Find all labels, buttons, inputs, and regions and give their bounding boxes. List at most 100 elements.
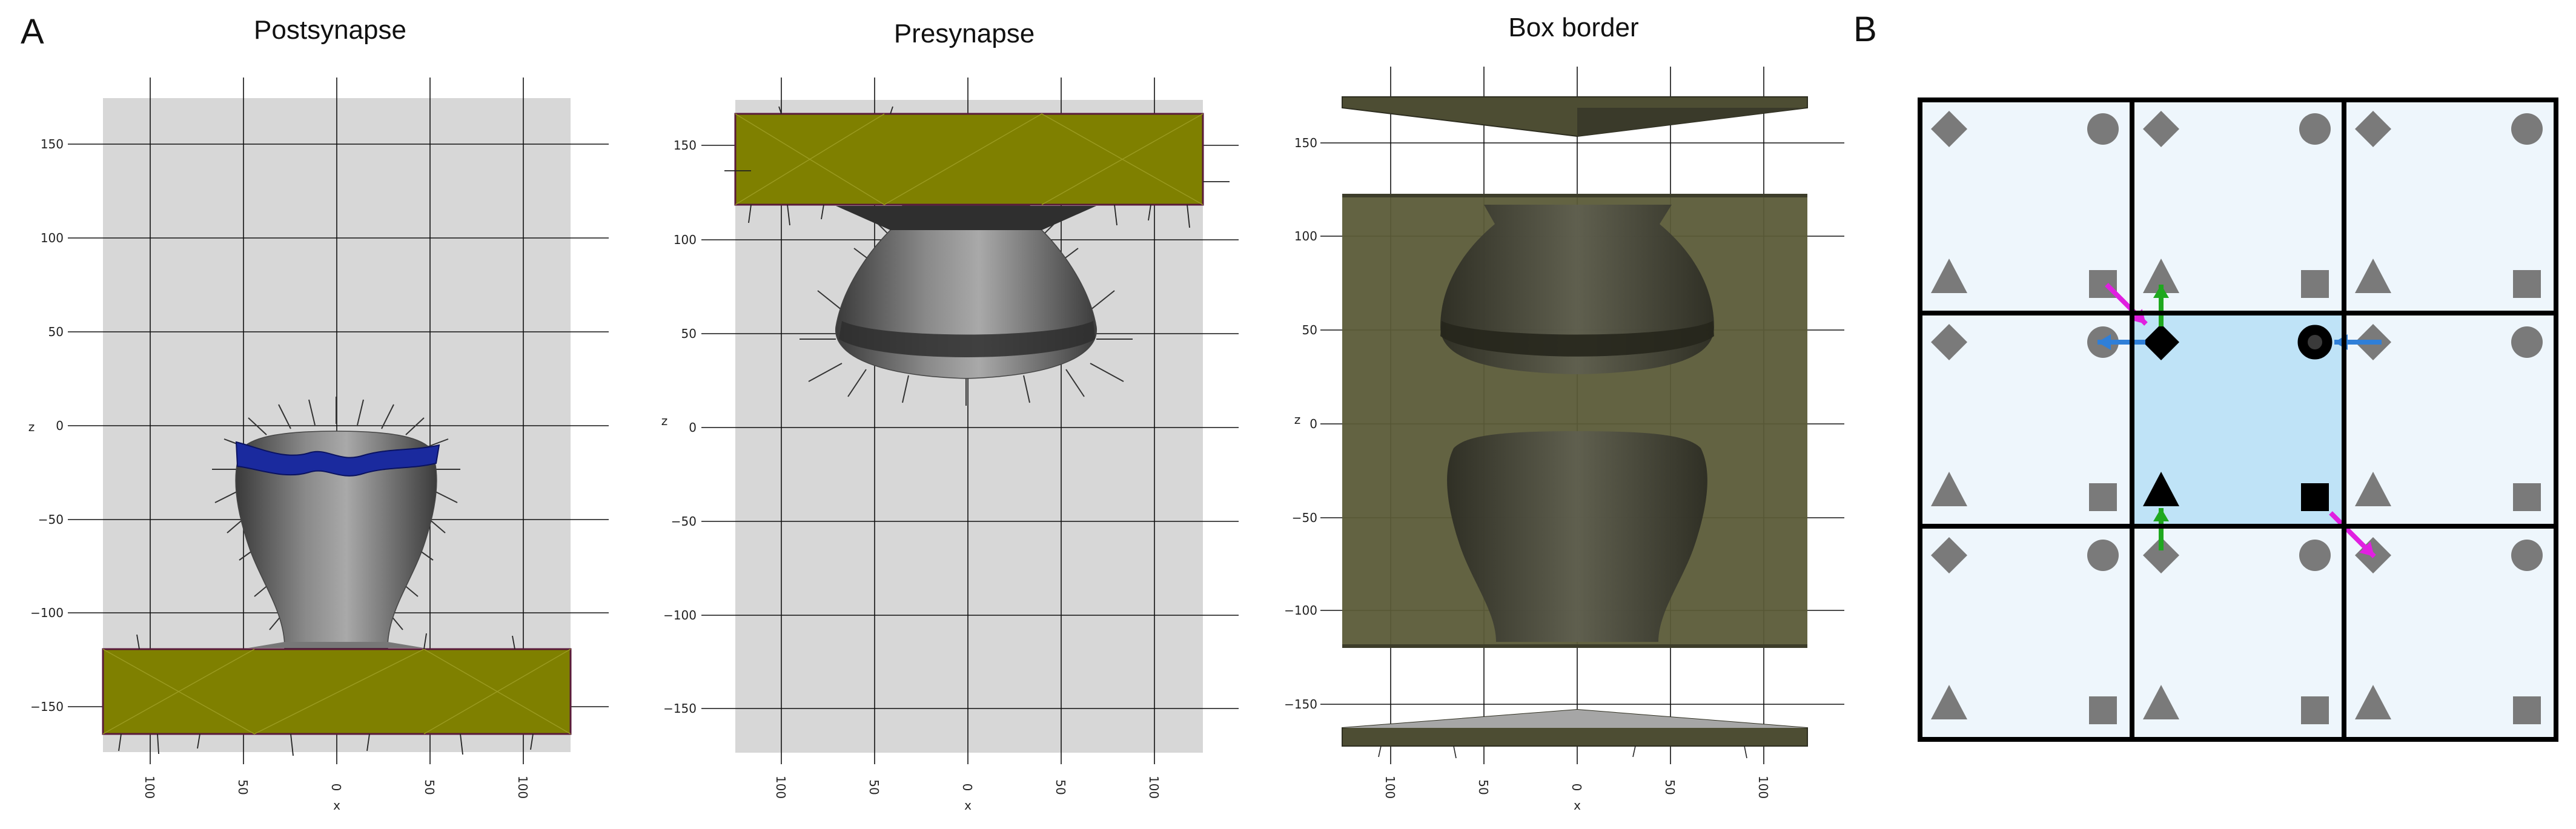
plot-title-box-border: Box border [1508, 13, 1638, 42]
z-tick-label: −50 [1292, 510, 1317, 525]
panel-a-label: A [21, 12, 44, 51]
circle-shape [2511, 326, 2543, 358]
arrowhead [2153, 508, 2169, 521]
triangle-shape [2143, 472, 2179, 506]
z-tick-label: 0 [689, 420, 697, 435]
z-tick-label: −100 [30, 606, 64, 620]
z-tick-label: −150 [30, 699, 64, 714]
plot-box-border: Box border [1284, 13, 1844, 813]
square-shape [2089, 696, 2117, 724]
z-tick-label: 150 [674, 138, 697, 153]
z-tick-label: −150 [663, 701, 697, 716]
z-tick-label: 100 [1294, 229, 1317, 243]
square-shape [2513, 483, 2541, 511]
square-shape [2089, 483, 2117, 511]
x-tick-label: 100 [773, 776, 788, 799]
x-tick-labels: 100 50 0 50 100 [1383, 776, 1770, 799]
x-axis-label: x [1574, 798, 1581, 813]
x-tick-label: 0 [329, 784, 343, 791]
grid-cells [1920, 100, 2556, 739]
grid-outline [1918, 97, 2558, 742]
plot-title-presynapse: Presynapse [894, 19, 1035, 48]
triangle-shape [2143, 685, 2179, 719]
box-volume [1342, 96, 1808, 759]
x-tick-labels: 100 50 0 50 100 [142, 776, 530, 799]
triangle-shape [1931, 472, 1967, 506]
circle-shape [2308, 335, 2322, 349]
circle-shape [2087, 540, 2119, 571]
z-tick-label: −50 [671, 514, 697, 529]
circle-shape [2511, 540, 2543, 571]
x-tick-label: 100 [515, 776, 530, 799]
z-axis-label: z [1294, 412, 1301, 427]
x-tick-labels: 100 50 0 50 100 [773, 776, 1161, 799]
z-tick-labels: 150 100 50 0 −50 −100 −150 [663, 138, 697, 716]
x-axis-label: x [964, 798, 972, 813]
z-tick-label: 50 [681, 326, 697, 341]
postsynaptic-density [235, 441, 440, 477]
x-axis-label: x [333, 798, 340, 813]
arrowhead [2153, 285, 2169, 298]
circle-shape [2087, 113, 2119, 145]
z-axis-label: z [28, 420, 35, 434]
x-tick-label: 50 [1476, 779, 1491, 794]
triangle-shape [2355, 685, 2391, 719]
x-tick-label: 50 [1663, 779, 1677, 794]
z-tick-labels: 150 100 50 0 −50 −100 −150 [1284, 136, 1317, 712]
diamond-shape [1931, 324, 1967, 360]
z-tick-label: 0 [56, 418, 64, 433]
circle-shape [2299, 113, 2331, 145]
periodic-box-grid [1918, 97, 2558, 742]
panel-b-label: B [1853, 10, 1877, 49]
z-tick-label: 100 [41, 231, 64, 245]
circle-shape [2511, 113, 2543, 145]
triangle-shape [1931, 259, 1967, 293]
diamond-shape [1931, 537, 1967, 573]
x-tick-label: 100 [1147, 776, 1161, 799]
triangle-shape [2355, 472, 2391, 506]
plot-presynapse: Presynapse [661, 19, 1239, 813]
square-shape [2301, 483, 2329, 511]
z-tick-label: −100 [663, 608, 697, 623]
square-shape [2301, 696, 2329, 724]
plot-title-postsynapse: Postsynapse [254, 15, 406, 45]
z-tick-label: −100 [1284, 603, 1317, 618]
diamond-shape [2143, 537, 2179, 573]
diamond-shape [1931, 111, 1967, 147]
diamond-shape [2143, 324, 2179, 360]
grid-borders [1918, 97, 2558, 742]
z-axis-label: z [661, 414, 668, 428]
grid-arrows [2098, 283, 2382, 558]
square-shape [2301, 270, 2329, 298]
triangle-shape [1931, 685, 1967, 719]
arrowhead [2359, 541, 2374, 557]
triangle-shape [2143, 259, 2179, 293]
bouton-mesh [800, 205, 1133, 406]
plot-postsynapse: Postsynapse [28, 15, 609, 813]
z-tick-label: 150 [1294, 136, 1317, 150]
membrane-slab [724, 106, 1230, 228]
triangle-shape [2355, 259, 2391, 293]
arrowhead [2098, 334, 2111, 350]
z-tick-labels: 150 100 50 0 −50 −100 −150 [30, 137, 64, 714]
z-tick-label: −50 [38, 512, 64, 527]
x-tick-label: 0 [960, 784, 975, 791]
membrane-slab [102, 633, 572, 756]
circle-shape [2299, 540, 2331, 571]
z-tick-label: 0 [1310, 417, 1317, 431]
x-tick-label: 50 [1053, 779, 1068, 794]
x-tick-label: 50 [422, 779, 437, 794]
x-tick-label: 50 [236, 779, 250, 794]
spine-mesh [212, 397, 460, 649]
x-tick-label: 50 [867, 779, 881, 794]
z-tick-label: 50 [1302, 323, 1317, 337]
z-tick-label: 150 [41, 137, 64, 151]
z-tick-label: −150 [1284, 697, 1317, 712]
x-tick-label: 100 [142, 776, 157, 799]
x-tick-label: 100 [1756, 776, 1770, 799]
diamond-shape [2355, 111, 2391, 147]
z-tick-label: 50 [48, 325, 64, 339]
z-tick-label: 100 [674, 233, 697, 247]
x-tick-label: 0 [1569, 784, 1584, 791]
